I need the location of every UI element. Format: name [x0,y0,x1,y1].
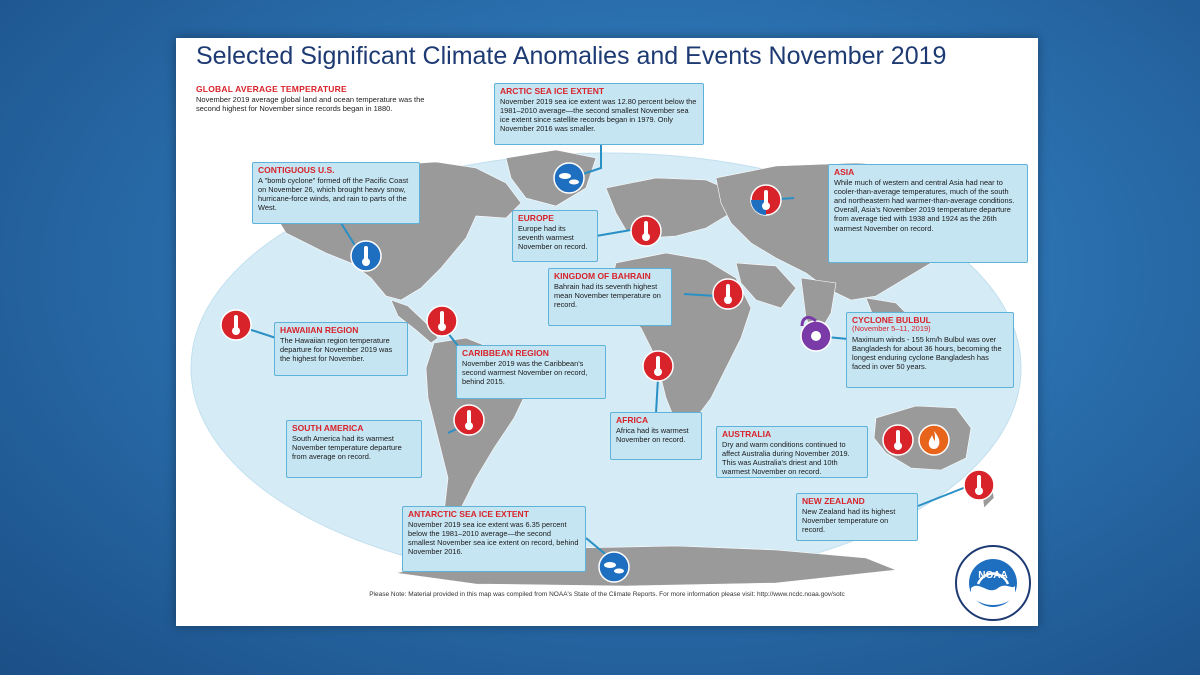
australia-title: AUSTRALIA [722,429,772,439]
source-note: Please Note: Material provided in this m… [369,591,845,598]
event-box-caribbean-region: CARIBBEAN REGION November 2019 was the C… [456,345,606,399]
arctic-title: ARCTIC SEA ICE EXTENT [500,86,605,96]
hawaii-thermometer-warm-icon [220,309,252,341]
global-temperature-title: GLOBAL AVERAGE TEMPERATURE [196,84,347,94]
cyclone-title: CYCLONE BULBUL [852,315,931,325]
arabia [735,262,797,309]
map-slide: Selected Significant Climate Anomalies a… [176,38,1038,626]
cyclone-subtitle: (November 5–11, 2019) [852,324,931,334]
antarctic-sea-ice-icon [598,551,630,583]
south-america-text: South America had its warmest November t… [292,434,402,462]
arctic-sea-ice-icon [553,162,585,194]
bahrain-title: KINGDOM OF BAHRAIN [554,271,651,281]
contiguous-us-thermometer-cool-icon [350,240,382,272]
hawaii-title: HAWAIIAN REGION [280,325,359,335]
asia-text: While much of western and central Asia h… [834,178,1015,233]
event-box-new-zealand: NEW ZEALAND New Zealand had its highest … [796,493,918,541]
arctic-text: November 2019 sea ice extent was 12.80 p… [500,97,697,134]
south-america-title: SOUTH AMERICA [292,423,364,433]
event-box-contiguous-us: CONTIGUOUS U.S. A "bomb cyclone" formed … [252,162,420,224]
caribbean-title: CARIBBEAN REGION [462,348,549,358]
event-box-antarctic-sea-ice: ANTARCTIC SEA ICE EXTENT November 2019 s… [402,506,586,572]
antarctic-title: ANTARCTIC SEA ICE EXTENT [408,509,529,519]
noaa-logo: NOAA [955,545,1031,621]
global-temperature-text: November 2019 average global land and oc… [196,95,425,114]
contiguous-us-text: A "bomb cyclone" formed off the Pacific … [258,176,409,213]
africa-thermometer-warm-icon [642,350,674,382]
caribbean-text: November 2019 was the Caribbean's second… [462,359,588,387]
antarctic-text: November 2019 sea ice extent was 6.35 pe… [408,520,579,557]
hawaii-text: The Hawaiian region temperature departur… [280,336,393,364]
global-temperature-note: GLOBAL AVERAGE TEMPERATURE November 2019… [196,84,446,114]
map-title: Selected Significant Climate Anomalies a… [196,42,947,70]
event-box-australia: AUSTRALIA Dry and warm conditions contin… [716,426,868,478]
bahrain-text: Bahrain had its seventh highest mean Nov… [554,282,661,310]
australia-text: Dry and warm conditions continued to aff… [722,440,850,477]
event-icons [220,162,995,583]
bahrain-thermometer-warm-icon [712,278,744,310]
contiguous-us-title: CONTIGUOUS U.S. [258,165,335,175]
event-box-cyclone-bulbul: CYCLONE BULBUL (November 5–11, 2019) Max… [846,312,1014,388]
caribbean-thermometer-warm-icon [426,305,458,337]
cyclone-bulbul-icon [800,315,832,352]
africa-title: AFRICA [616,415,649,425]
asia-thermometer-mixed-icon [750,184,782,216]
new-zealand-text: New Zealand had its highest November tem… [802,507,896,535]
event-box-africa: AFRICA Africa had its warmest November o… [610,412,702,460]
leader-europe [595,229,632,237]
leader-africa [655,377,659,414]
asia-title: ASIA [834,167,855,177]
central-america [390,299,439,344]
new-zealand-title: NEW ZEALAND [802,496,865,506]
leader-bahrain [683,293,717,297]
event-box-arctic-sea-ice: ARCTIC SEA ICE EXTENT November 2019 sea … [494,83,704,145]
noaa-logo-text: NOAA [978,570,1007,581]
event-box-south-america: SOUTH AMERICA South America had its warm… [286,420,422,478]
leader-new-zealand [917,484,972,507]
south-america-thermometer-warm-icon [453,404,485,436]
new-zealand-thermometer-warm-icon [963,469,995,501]
australia-thermometer-warm-icon [882,424,914,456]
australia-fire-icon [918,424,950,456]
europe-text: Europe had its seventh warmest November … [518,224,588,252]
europe-title: EUROPE [518,213,554,223]
event-box-bahrain: KINGDOM OF BAHRAIN Bahrain had its seven… [548,268,672,326]
cyclone-text: Maximum winds - 155 km/h Bulbul was over… [852,334,1002,372]
africa-text: Africa had its warmest November on recor… [616,426,689,445]
europe-thermometer-warm-icon [630,215,662,247]
event-box-europe: EUROPE Europe had its seventh warmest No… [512,210,598,262]
event-box-hawaiian-region: HAWAIIAN REGION The Hawaiian region temp… [274,322,408,376]
event-box-asia: ASIA While much of western and central A… [828,164,1028,263]
